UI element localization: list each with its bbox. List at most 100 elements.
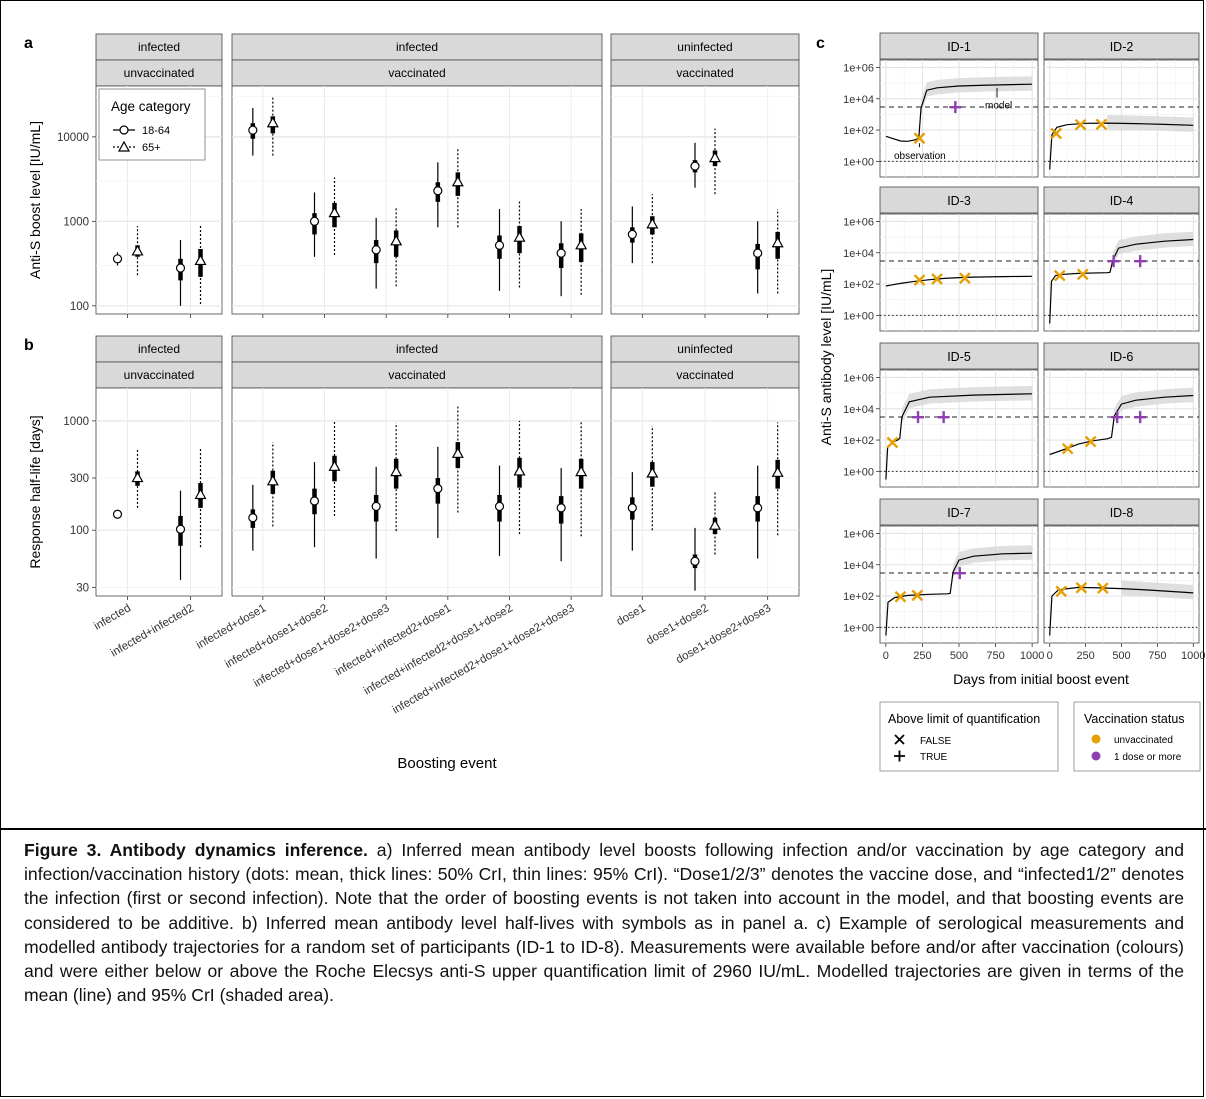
strip-label-b-1-1: vaccinated: [388, 368, 445, 382]
mean-point-a-65-3: [328, 206, 341, 218]
y-tick-label-c-0-1: 1e+02: [843, 125, 874, 137]
observation-c-4-2: [937, 411, 950, 424]
x-tick-label-b-0-0: infected: [92, 602, 133, 633]
x-tick-label-c-6-2: 500: [950, 650, 968, 662]
x-tick-label-b-1-1: infected+dose1+dose2: [223, 602, 330, 671]
y-tick-label-c-4-3: 1e+06: [843, 372, 874, 384]
legend-age-item-65: 65+: [142, 142, 161, 154]
y-tick-label-c-0-3: 1e+06: [843, 62, 874, 74]
caption-text: a) Inferred mean antibody level boosts f…: [24, 840, 1184, 1006]
facet-bg-a-1: [231, 85, 603, 315]
strip-label-a-2-0: uninfected: [677, 40, 732, 54]
mean-point-b-65-6: [513, 464, 526, 476]
observation-c-1-2: [1095, 118, 1108, 131]
strip-a-2-1: [610, 59, 800, 87]
strip-label-c-2: ID-3: [947, 194, 971, 208]
y-tick-label-c-2-3: 1e+06: [843, 216, 874, 228]
x-tick-label-c-7-4: 1000: [1181, 650, 1205, 662]
x-tick-label-c-7-1: 250: [1076, 650, 1094, 662]
strip-label-a-2-1: vaccinated: [676, 66, 733, 80]
y-tick-label-c-6-2: 1e+04: [843, 560, 874, 572]
mean-point-a-65-8: [646, 217, 659, 229]
mean-point-a-1864-8: [627, 229, 637, 240]
strip-label-c-7: ID-8: [1110, 506, 1134, 520]
legend-quant-title: Above limit of quantification: [888, 712, 1040, 726]
y-tick-label-b-0: 30: [76, 582, 89, 594]
x-tick-label-b-1-3: infected+infected2+dose1: [333, 602, 453, 678]
y-tick-label-c-6-3: 1e+06: [843, 528, 874, 540]
caption-box: [0, 828, 1206, 1099]
x-tick-label-c-7-2: 500: [1112, 650, 1130, 662]
legend-vacc-title: Vaccination status: [1084, 712, 1185, 726]
panel-c-trajectories: ID-1 1e+00 1e+02 1e+04 1e+06 model observation…: [843, 32, 1206, 662]
observation-c-4-0: [886, 436, 899, 449]
mean-point-a-65-10: [771, 236, 784, 248]
legend-vaccination: Vaccination status unvaccinated 1 dose o…: [1073, 701, 1201, 772]
observation-c-5-0: [1061, 442, 1074, 455]
legend-age-box: [98, 88, 206, 161]
mean-point-b-1864-8: [627, 503, 637, 513]
observation-c-2-1: [931, 273, 943, 285]
y-axis-title-a: Anti-S boost level [IU/mL]: [27, 121, 43, 279]
mean-point-a-1864-6: [494, 240, 505, 250]
legend-vacc-unvaccinated: unvaccinated: [1114, 735, 1173, 746]
strip-c-4: [879, 342, 1039, 370]
ci-ribbon-c-0: [920, 76, 1033, 115]
strip-b-0-0: [95, 335, 223, 363]
strip-label-b-1-0: infected: [396, 342, 438, 356]
legend-age-title: Age category: [111, 99, 191, 114]
strip-label-a-1-0: infected: [396, 40, 438, 54]
mean-point-b-65-5: [451, 447, 464, 458]
mean-point-b-1864-3: [309, 496, 320, 506]
y-tick-label-c-2-1: 1e+02: [843, 279, 874, 291]
strip-label-b-2-0: uninfected: [677, 342, 732, 356]
strip-label-a-1-1: vaccinated: [388, 66, 445, 80]
annotation-observation: observation: [894, 151, 946, 162]
x-tick-label-c-6-4: 1000: [1020, 650, 1044, 662]
mean-point-a-65-5: [451, 175, 464, 187]
mean-point-b-1864-0: [112, 509, 123, 519]
strip-label-a-0-0: infected: [138, 40, 180, 54]
panel-a-boost-level: Anti-S boost level [IU/mL] infected unvacc…: [27, 33, 800, 318]
mean-line-c-0: [885, 83, 1033, 142]
mean-point-b-65-1: [194, 488, 207, 500]
x-tick-label-c-7-3: 750: [1148, 650, 1166, 662]
strip-label-c-0: ID-1: [947, 40, 971, 54]
mean-point-a-65-2: [266, 116, 279, 128]
mean-point-b-65-3: [328, 460, 341, 471]
legend-quant-plus-icon: [894, 750, 905, 762]
strip-label-c-3: ID-4: [1110, 194, 1134, 208]
mean-point-a-1864-5: [433, 186, 443, 196]
mean-point-b-1864-2: [248, 513, 258, 523]
mean-point-b-65-9: [708, 518, 722, 530]
mean-point-b-65-10: [771, 466, 784, 477]
mean-point-b-1864-10: [753, 503, 763, 513]
observation-c-3-0: [1053, 269, 1066, 282]
observation-c-0-1: [949, 101, 962, 114]
mean-point-b-65-8: [646, 466, 659, 478]
caption-bold: Figure 3. Antibody dynamics inference.: [24, 840, 368, 860]
y-tick-label-c-2-0: 1e+00: [843, 310, 874, 322]
mean-point-b-1864-4: [371, 501, 381, 512]
x-tick-label-c-6-3: 750: [986, 650, 1004, 662]
observation-c-6-1: [911, 589, 924, 602]
mean-point-a-65-6: [513, 230, 526, 242]
y-tick-label-c-6-0: 1e+00: [843, 622, 874, 634]
mean-line-c-3: [1049, 238, 1194, 324]
strip-label-c-1: ID-2: [1110, 40, 1134, 54]
observation-c-3-1: [1076, 268, 1089, 281]
x-tick-label-b-2-0: dose1: [615, 602, 648, 628]
observation-c-5-1: [1084, 435, 1097, 448]
strip-c-0: [879, 32, 1039, 60]
legend-quantification: Above limit of quantification FALSE TRUE: [879, 701, 1059, 772]
strip-b-1-1: [231, 361, 603, 389]
x-tick-label-c-6-0: 0: [883, 650, 889, 662]
observation-c-1-0: [1050, 127, 1063, 140]
panel-label-a: a: [24, 35, 33, 52]
observation-c-5-2: [1111, 411, 1124, 424]
y-axis-title-c: Anti-S antibody level [IU/mL]: [818, 269, 834, 446]
y-tick-label-b-3: 1000: [63, 416, 89, 428]
strip-c-1: [1043, 32, 1200, 60]
mean-point-a-1864-10: [753, 248, 763, 258]
strip-b-2-1: [610, 361, 800, 389]
